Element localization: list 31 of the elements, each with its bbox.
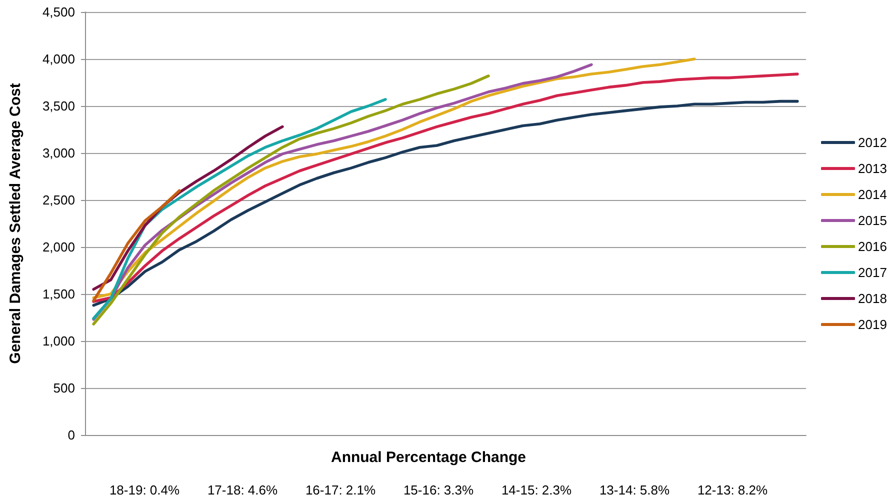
y-tick-label: 4,000 xyxy=(42,52,75,66)
legend-label: 2014 xyxy=(858,187,887,202)
line-series xyxy=(92,98,387,320)
y-tick-label: 4,500 xyxy=(42,4,75,20)
y-tick-label: 2,000 xyxy=(42,240,75,254)
y-axis-title: General Damages Settled Average Cost xyxy=(7,83,24,364)
y-tick-label: 0 xyxy=(68,428,75,442)
y-tick-label: 500 xyxy=(53,380,75,396)
y-tick-label: 1,500 xyxy=(42,286,75,302)
line-series xyxy=(92,74,490,326)
text: 14-15: 2.3% xyxy=(501,482,572,498)
legend-label: 2012 xyxy=(858,135,887,150)
y-tick-label: 1,000 xyxy=(42,334,75,348)
line-series xyxy=(92,58,696,300)
text: 17-18: 4.6% xyxy=(207,482,278,498)
legend-label: 2019 xyxy=(858,317,887,332)
legend-label: 2017 xyxy=(858,265,887,280)
y-tick-label: 3,500 xyxy=(42,98,75,114)
y-tick-label: 3,000 xyxy=(42,146,75,160)
text: 12-13: 8.2% xyxy=(697,482,768,498)
legend-label: 2018 xyxy=(858,291,887,306)
line-series xyxy=(92,189,181,302)
x-axis-title: Annual Percentage Change xyxy=(330,449,526,466)
text: 15-16: 3.3% xyxy=(403,482,474,498)
legend-label: 2015 xyxy=(858,213,887,228)
y-tick-label: 2,500 xyxy=(42,192,75,208)
text: 16-17: 2.1% xyxy=(305,482,376,498)
text: 13-14: 5.8% xyxy=(599,482,670,498)
legend-label: 2016 xyxy=(858,239,887,254)
legend-label: 2013 xyxy=(858,161,887,176)
text: 18-19: 0.4% xyxy=(109,482,180,498)
